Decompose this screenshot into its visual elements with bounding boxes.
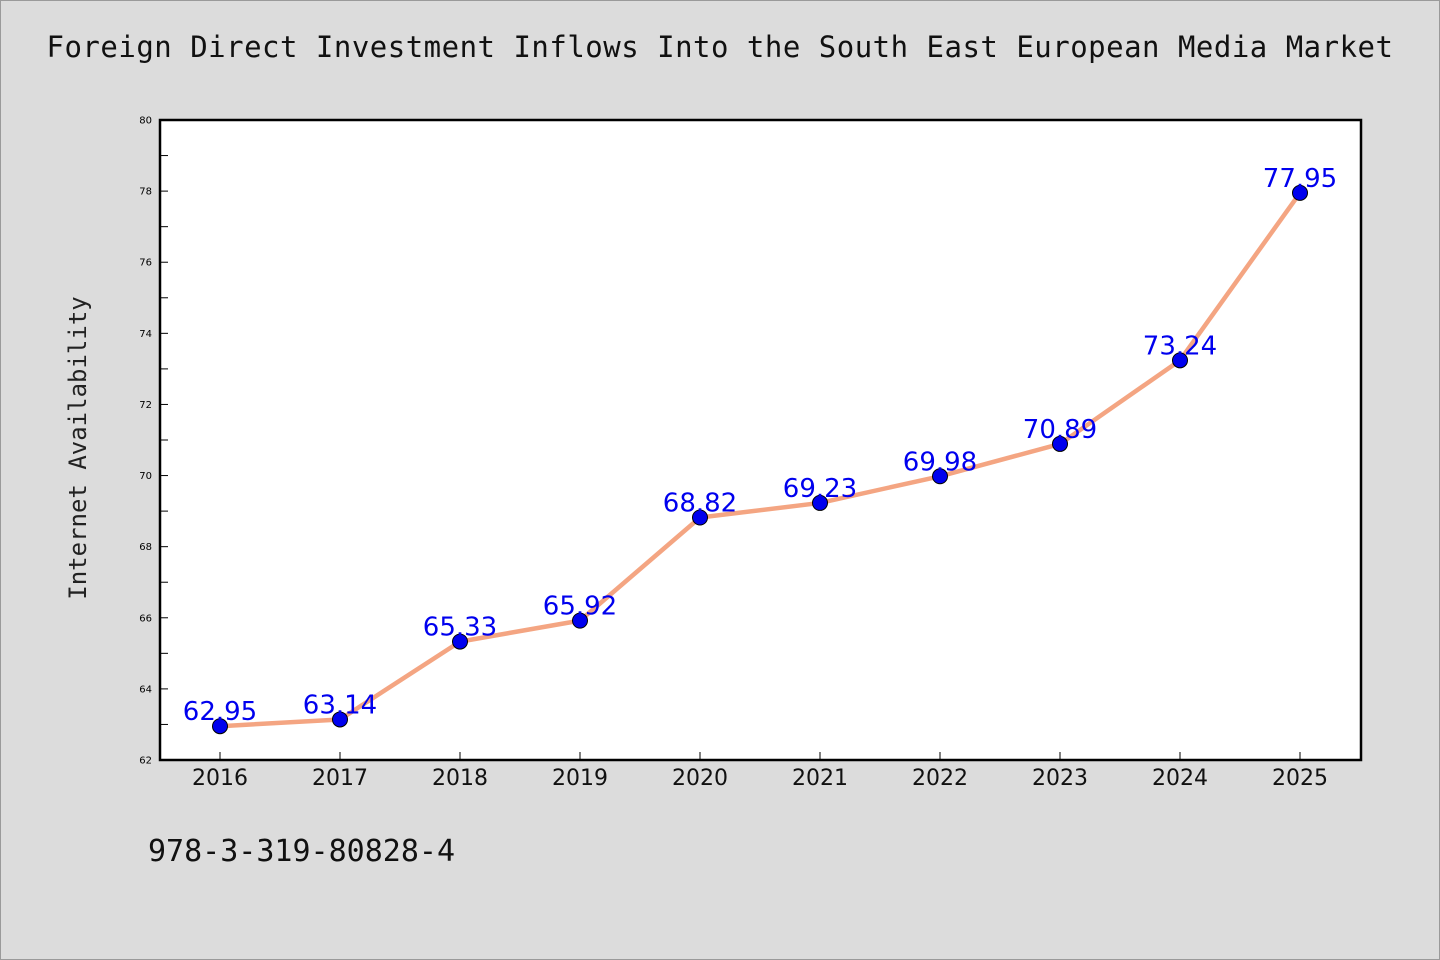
data-label: 62.95 bbox=[183, 697, 257, 727]
y-tick-label: 72 bbox=[139, 400, 152, 411]
y-tick-label: 70 bbox=[139, 471, 152, 482]
data-point bbox=[332, 711, 348, 728]
y-tick-label: 74 bbox=[139, 329, 152, 340]
data-point bbox=[452, 633, 468, 650]
series-line bbox=[217, 190, 1303, 729]
y-tick-label: 78 bbox=[139, 187, 152, 198]
data-point bbox=[572, 612, 588, 629]
x-tick-label: 2025 bbox=[1272, 766, 1328, 791]
data-label: 73.24 bbox=[1143, 331, 1217, 361]
y-axis-label: Internet Availability bbox=[64, 296, 92, 599]
x-tick-label: 2017 bbox=[312, 766, 368, 791]
data-label: 65.33 bbox=[423, 613, 497, 643]
data-label: 68.82 bbox=[663, 489, 737, 519]
x-tick-label: 2020 bbox=[672, 766, 728, 791]
data-point bbox=[212, 718, 228, 735]
x-tick-label: 2019 bbox=[552, 766, 608, 791]
x-axis: 2016 2017 2018 2019 2020 2021 2022 2023 2024 2025 bbox=[192, 752, 1328, 791]
data-point bbox=[692, 509, 708, 526]
x-tick-label: 2024 bbox=[1152, 766, 1208, 791]
x-tick-label: 2016 bbox=[192, 766, 248, 791]
footer-code: 978-3-319-80828-4 bbox=[148, 834, 456, 869]
x-tick-label: 2022 bbox=[912, 766, 968, 791]
x-tick-label: 2023 bbox=[1032, 766, 1088, 791]
data-label: 69.98 bbox=[903, 447, 977, 477]
data-label: 69.23 bbox=[783, 474, 857, 504]
data-label: 65.92 bbox=[543, 592, 617, 622]
y-tick-label: 76 bbox=[139, 258, 152, 269]
data-label: 77.95 bbox=[1263, 164, 1337, 194]
data-point bbox=[812, 494, 828, 511]
y-axis: 62 64 66 68 70 72 74 76 78 80 bbox=[139, 116, 168, 767]
chart-title: Foreign Direct Investment Inflows Into t… bbox=[46, 30, 1394, 64]
x-tick-label: 2018 bbox=[432, 766, 488, 791]
data-point bbox=[1172, 352, 1188, 369]
data-point bbox=[1052, 435, 1068, 452]
y-tick-label: 62 bbox=[139, 756, 152, 767]
y-tick-label: 66 bbox=[139, 613, 152, 624]
plot-area bbox=[158, 118, 1363, 762]
data-point bbox=[932, 468, 948, 485]
x-tick-label: 2021 bbox=[792, 766, 848, 791]
y-tick-label: 68 bbox=[139, 542, 152, 553]
y-tick-label: 80 bbox=[139, 116, 152, 127]
data-point bbox=[1292, 184, 1308, 201]
data-label: 63.14 bbox=[303, 690, 377, 720]
y-tick-label: 64 bbox=[139, 684, 152, 695]
data-label: 70.89 bbox=[1023, 415, 1097, 445]
series-layer: 62.95 63.14 65.33 65.92 68.82 69.23 69.98 70.89… bbox=[183, 164, 1337, 735]
